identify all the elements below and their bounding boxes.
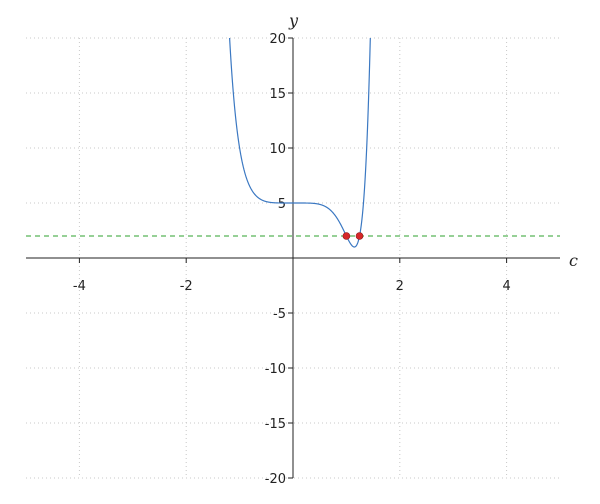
y-tick-label: 20 [269, 32, 286, 47]
x-tick-label: 2 [396, 279, 404, 294]
x-axis-label: c [569, 251, 578, 270]
y-tick-label: -15 [265, 417, 286, 432]
y-tick-label: 15 [269, 87, 286, 102]
marks [26, 38, 560, 248]
intersection-point [355, 232, 364, 240]
y-axis-label: y [288, 11, 299, 30]
y-tick-label: 5 [278, 197, 286, 212]
y-tick-label: -10 [265, 362, 286, 377]
axes [26, 38, 560, 478]
ticks: -4 -2 2 4 -20 -15 -10 -5 5 10 15 20 [73, 32, 511, 487]
x-tick-label: -4 [73, 279, 86, 294]
y-tick-label: -5 [273, 307, 286, 322]
x-tick-label: 4 [502, 279, 510, 294]
x-tick-label: -2 [180, 279, 193, 294]
function-curve [228, 38, 371, 248]
y-tick-label: -20 [265, 472, 286, 487]
intersection-point [342, 232, 351, 240]
y-tick-label: 10 [269, 142, 286, 157]
